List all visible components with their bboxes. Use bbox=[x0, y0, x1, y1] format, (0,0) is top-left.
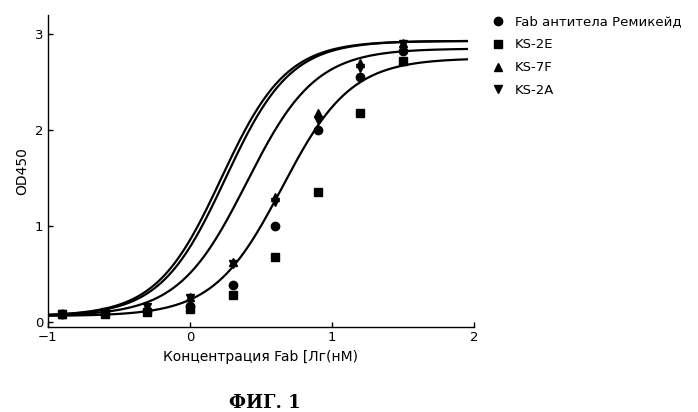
X-axis label: Концентрация Fab [Лг(нМ): Концентрация Fab [Лг(нМ) bbox=[163, 350, 359, 364]
Legend: Fab антитела Ремикейд, KS-2E, KS-7F, KS-2A: Fab антитела Ремикейд, KS-2E, KS-7F, KS-… bbox=[485, 15, 682, 97]
Y-axis label: OD450: OD450 bbox=[15, 147, 29, 195]
Text: ФИГ. 1: ФИГ. 1 bbox=[230, 394, 301, 412]
